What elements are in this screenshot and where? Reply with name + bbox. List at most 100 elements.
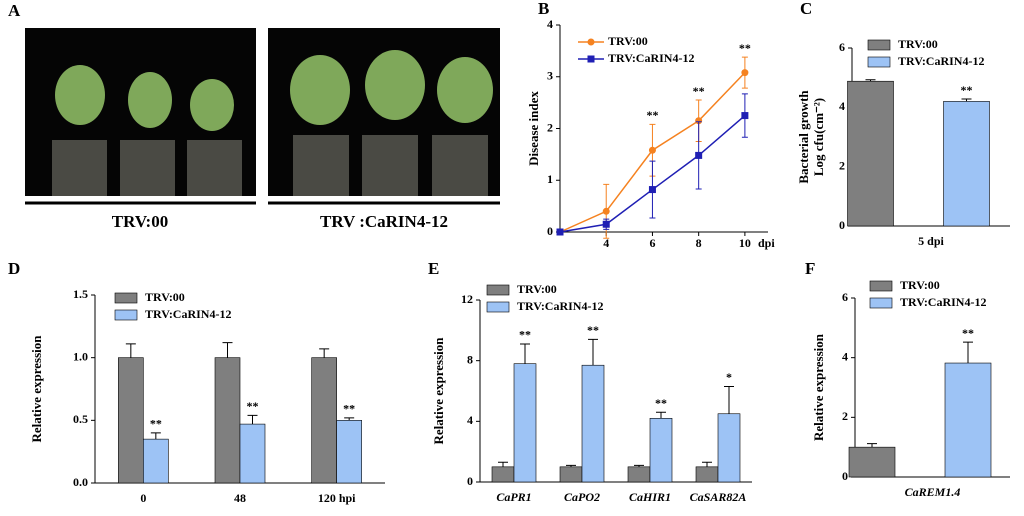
panel-letter: A <box>8 1 21 20</box>
y-tick-label: 6 <box>842 290 848 304</box>
bar <box>239 423 266 484</box>
error-bar <box>247 414 258 425</box>
error-bar <box>867 443 877 448</box>
x-tick-label: 6 <box>649 236 655 250</box>
x-tick-label: CaPO2 <box>564 490 600 504</box>
error-bar <box>724 385 734 414</box>
point <box>648 186 656 194</box>
legend-swatch <box>869 280 893 292</box>
panel-letter: D <box>8 259 20 278</box>
significance-label: ** <box>739 41 751 55</box>
x-tick-label: 8 <box>696 236 702 250</box>
legend-label: TRV:CaRIN4-12 <box>608 51 694 65</box>
y-tick-label: 0 <box>467 474 473 488</box>
legend-label: TRV:CaRIN4-12 <box>145 307 231 321</box>
significance-label: ** <box>961 83 973 97</box>
legend-label: TRV:CaRIN4-12 <box>900 295 986 309</box>
photo-label: TRV :CaRIN4-12 <box>320 212 448 231</box>
x-tick-label: CaPR1 <box>496 490 531 504</box>
x-tick-label: 10 <box>739 236 751 250</box>
x-tick-label: 5 dpi <box>918 234 944 248</box>
error-bar <box>125 343 136 358</box>
x-tick-label: 120 hpi <box>318 491 356 505</box>
legend-label: TRV:00 <box>145 290 185 304</box>
x-tick-label: 0 <box>140 491 146 505</box>
bar <box>214 357 241 484</box>
significance-label: ** <box>646 108 658 122</box>
legend-label: TRV:CaRIN4-12 <box>898 54 984 68</box>
x-tick-label: 4 <box>603 236 609 250</box>
error-bar <box>498 461 508 467</box>
y-axis-label: Relative expression <box>431 337 446 445</box>
legend-label: TRV:00 <box>608 34 648 48</box>
error-bar <box>702 461 712 467</box>
significance-label: ** <box>247 399 259 413</box>
error-bar <box>634 464 644 467</box>
bar <box>491 466 515 483</box>
y-tick-label: 2 <box>842 409 848 423</box>
y-tick-label: 1.5 <box>73 287 88 301</box>
legend-swatch <box>486 301 510 313</box>
bar <box>944 362 992 478</box>
bar <box>649 417 673 483</box>
bar <box>581 364 605 483</box>
legend-swatch <box>869 297 893 309</box>
photo-label: TRV:00 <box>112 212 168 231</box>
y-tick-label: 4 <box>839 99 845 113</box>
y-tick-label: 4 <box>842 349 848 363</box>
bar <box>336 420 362 484</box>
legend-swatch <box>114 292 138 304</box>
significance-label: ** <box>150 417 162 431</box>
y-tick-label: 3 <box>547 69 553 83</box>
point <box>695 117 703 125</box>
point <box>648 146 656 154</box>
x-axis-label: dpi <box>758 236 775 250</box>
significance-label: ** <box>343 402 355 416</box>
point <box>741 69 749 77</box>
legend-swatch <box>486 284 510 296</box>
legend-label: TRV:00 <box>898 37 938 51</box>
bar <box>695 466 719 483</box>
bar <box>513 363 537 483</box>
y-tick-label: 0 <box>842 469 848 483</box>
bar <box>143 438 169 484</box>
bar <box>311 357 337 484</box>
x-tick-label: CaSAR82A <box>690 490 747 504</box>
legend-marker <box>587 55 595 63</box>
error-bar <box>520 343 530 364</box>
error-bar <box>566 464 576 467</box>
bar <box>627 466 651 483</box>
y-tick-label: 4 <box>467 413 473 427</box>
error-bar <box>319 348 330 358</box>
legend-swatch <box>114 309 138 321</box>
y-tick-label: 12 <box>461 292 473 306</box>
x-tick-label: CaREM1.4 <box>905 485 961 499</box>
plants <box>52 135 488 196</box>
y-tick-label: 4 <box>547 17 553 31</box>
significance-label: ** <box>655 396 667 410</box>
x-tick-label: 48 <box>234 491 246 505</box>
significance-label: ** <box>962 326 974 340</box>
legend-swatch <box>867 39 891 51</box>
bar <box>717 413 741 483</box>
error-bar <box>588 338 598 366</box>
y-axis-label: Disease index <box>526 91 541 166</box>
y-tick-label: 2 <box>547 120 553 134</box>
y-axis-label: Relative expression <box>811 333 826 441</box>
panel-letter: F <box>805 259 815 278</box>
y-tick-label: 6 <box>839 40 845 54</box>
error-bar <box>961 98 972 102</box>
y-tick-label: 1 <box>547 172 553 186</box>
bar <box>559 466 583 483</box>
panel-letter: B <box>538 0 549 18</box>
significance-label: ** <box>519 328 531 342</box>
legend-label: TRV:00 <box>517 282 557 296</box>
y-tick-label: 1.0 <box>73 349 88 363</box>
error-bar <box>963 341 973 364</box>
bar <box>943 101 990 227</box>
y-tick-label: 8 <box>467 352 473 366</box>
y-axis-label: Bacterial growth <box>796 90 811 184</box>
legend-label: TRV:00 <box>900 278 940 292</box>
panel-letter: E <box>428 259 439 278</box>
y-axis-label: Log cfu(cm⁻²) <box>811 98 826 176</box>
